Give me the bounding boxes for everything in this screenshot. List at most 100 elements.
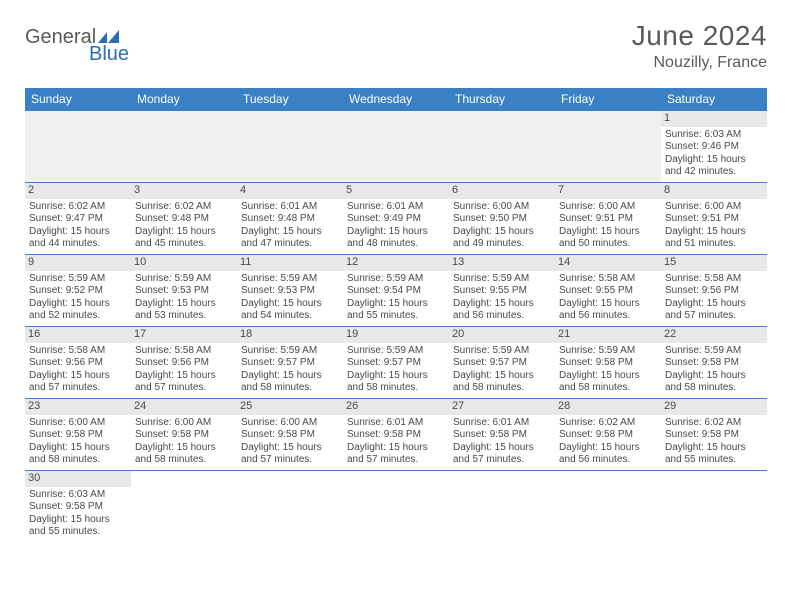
sunset-text: Sunset: 9:55 PM xyxy=(559,285,657,298)
daylight1-text: Daylight: 15 hours xyxy=(665,442,763,455)
calendar-cell: 10Sunrise: 5:59 AMSunset: 9:53 PMDayligh… xyxy=(131,255,237,327)
calendar-cell: 7Sunrise: 6:00 AMSunset: 9:51 PMDaylight… xyxy=(555,183,661,255)
calendar-cell: 4Sunrise: 6:01 AMSunset: 9:48 PMDaylight… xyxy=(237,183,343,255)
sunset-text: Sunset: 9:58 PM xyxy=(241,429,339,442)
sunset-text: Sunset: 9:48 PM xyxy=(135,213,233,226)
sunrise-text: Sunrise: 5:58 AM xyxy=(135,345,233,358)
weekday-header: Saturday xyxy=(661,88,767,111)
daylight1-text: Daylight: 15 hours xyxy=(347,298,445,311)
sunrise-text: Sunrise: 6:01 AM xyxy=(453,417,551,430)
day-number: 27 xyxy=(449,399,555,415)
calendar-cell xyxy=(25,111,131,183)
sunrise-text: Sunrise: 6:00 AM xyxy=(665,201,763,214)
calendar-cell: 30Sunrise: 6:03 AMSunset: 9:58 PMDayligh… xyxy=(25,471,131,543)
calendar-cell: 26Sunrise: 6:01 AMSunset: 9:58 PMDayligh… xyxy=(343,399,449,471)
sunrise-text: Sunrise: 6:03 AM xyxy=(665,129,763,142)
weekday-header: Tuesday xyxy=(237,88,343,111)
day-number: 7 xyxy=(555,183,661,199)
calendar-cell: 5Sunrise: 6:01 AMSunset: 9:49 PMDaylight… xyxy=(343,183,449,255)
day-number: 22 xyxy=(661,327,767,343)
sunset-text: Sunset: 9:57 PM xyxy=(241,357,339,370)
daylight1-text: Daylight: 15 hours xyxy=(559,226,657,239)
sunrise-text: Sunrise: 6:02 AM xyxy=(559,417,657,430)
daylight1-text: Daylight: 15 hours xyxy=(29,226,127,239)
day-number: 6 xyxy=(449,183,555,199)
daylight2-text: and 57 minutes. xyxy=(665,310,763,323)
day-number: 2 xyxy=(25,183,131,199)
daylight2-text: and 56 minutes. xyxy=(453,310,551,323)
calendar-cell xyxy=(661,471,767,543)
daylight1-text: Daylight: 15 hours xyxy=(241,298,339,311)
daylight2-text: and 44 minutes. xyxy=(29,238,127,251)
daylight1-text: Daylight: 15 hours xyxy=(559,442,657,455)
calendar-row: 30Sunrise: 6:03 AMSunset: 9:58 PMDayligh… xyxy=(25,471,767,543)
sunrise-text: Sunrise: 5:58 AM xyxy=(559,273,657,286)
daylight1-text: Daylight: 15 hours xyxy=(453,370,551,383)
daylight1-text: Daylight: 15 hours xyxy=(665,370,763,383)
day-number: 9 xyxy=(25,255,131,271)
day-number: 3 xyxy=(131,183,237,199)
daylight1-text: Daylight: 15 hours xyxy=(135,370,233,383)
daylight2-text: and 50 minutes. xyxy=(559,238,657,251)
daylight2-text: and 53 minutes. xyxy=(135,310,233,323)
day-number: 1 xyxy=(661,111,767,127)
sunrise-text: Sunrise: 6:00 AM xyxy=(241,417,339,430)
calendar-cell xyxy=(555,111,661,183)
calendar-row: 9Sunrise: 5:59 AMSunset: 9:52 PMDaylight… xyxy=(25,255,767,327)
logo-part2: Blue xyxy=(89,43,129,66)
daylight2-text: and 58 minutes. xyxy=(29,454,127,467)
day-number: 26 xyxy=(343,399,449,415)
sunset-text: Sunset: 9:58 PM xyxy=(665,429,763,442)
calendar-cell xyxy=(237,111,343,183)
sunrise-text: Sunrise: 5:59 AM xyxy=(29,273,127,286)
daylight1-text: Daylight: 15 hours xyxy=(665,298,763,311)
daylight1-text: Daylight: 15 hours xyxy=(29,298,127,311)
daylight2-text: and 58 minutes. xyxy=(135,454,233,467)
sunrise-text: Sunrise: 5:59 AM xyxy=(347,273,445,286)
sunset-text: Sunset: 9:58 PM xyxy=(559,429,657,442)
sunset-text: Sunset: 9:56 PM xyxy=(665,285,763,298)
weekday-header-row: Sunday Monday Tuesday Wednesday Thursday… xyxy=(25,88,767,111)
sunset-text: Sunset: 9:58 PM xyxy=(347,429,445,442)
day-number: 25 xyxy=(237,399,343,415)
day-number: 5 xyxy=(343,183,449,199)
weekday-header: Friday xyxy=(555,88,661,111)
sunset-text: Sunset: 9:49 PM xyxy=(347,213,445,226)
daylight2-text: and 57 minutes. xyxy=(241,454,339,467)
calendar-cell: 24Sunrise: 6:00 AMSunset: 9:58 PMDayligh… xyxy=(131,399,237,471)
daylight2-text: and 47 minutes. xyxy=(241,238,339,251)
calendar-cell xyxy=(343,111,449,183)
calendar-cell: 12Sunrise: 5:59 AMSunset: 9:54 PMDayligh… xyxy=(343,255,449,327)
calendar-cell xyxy=(131,111,237,183)
sunrise-text: Sunrise: 5:59 AM xyxy=(241,345,339,358)
calendar-cell: 14Sunrise: 5:58 AMSunset: 9:55 PMDayligh… xyxy=(555,255,661,327)
sunset-text: Sunset: 9:58 PM xyxy=(665,357,763,370)
sunset-text: Sunset: 9:57 PM xyxy=(453,357,551,370)
sunrise-text: Sunrise: 6:01 AM xyxy=(241,201,339,214)
calendar-cell: 23Sunrise: 6:00 AMSunset: 9:58 PMDayligh… xyxy=(25,399,131,471)
calendar-cell: 29Sunrise: 6:02 AMSunset: 9:58 PMDayligh… xyxy=(661,399,767,471)
weekday-header: Sunday xyxy=(25,88,131,111)
daylight1-text: Daylight: 15 hours xyxy=(453,442,551,455)
day-number: 29 xyxy=(661,399,767,415)
weekday-header: Wednesday xyxy=(343,88,449,111)
day-number: 10 xyxy=(131,255,237,271)
calendar-row: 1Sunrise: 6:03 AMSunset: 9:46 PMDaylight… xyxy=(25,111,767,183)
sunset-text: Sunset: 9:48 PM xyxy=(241,213,339,226)
calendar-cell: 6Sunrise: 6:00 AMSunset: 9:50 PMDaylight… xyxy=(449,183,555,255)
daylight1-text: Daylight: 15 hours xyxy=(29,514,127,527)
daylight1-text: Daylight: 15 hours xyxy=(135,442,233,455)
weekday-header: Thursday xyxy=(449,88,555,111)
sunrise-text: Sunrise: 6:03 AM xyxy=(29,489,127,502)
daylight1-text: Daylight: 15 hours xyxy=(347,442,445,455)
calendar-cell: 11Sunrise: 5:59 AMSunset: 9:53 PMDayligh… xyxy=(237,255,343,327)
day-number: 18 xyxy=(237,327,343,343)
day-number: 11 xyxy=(237,255,343,271)
calendar-cell: 3Sunrise: 6:02 AMSunset: 9:48 PMDaylight… xyxy=(131,183,237,255)
daylight2-text: and 54 minutes. xyxy=(241,310,339,323)
sunrise-text: Sunrise: 5:59 AM xyxy=(453,273,551,286)
calendar-cell xyxy=(237,471,343,543)
daylight2-text: and 42 minutes. xyxy=(665,166,763,179)
daylight2-text: and 52 minutes. xyxy=(29,310,127,323)
calendar-cell: 1Sunrise: 6:03 AMSunset: 9:46 PMDaylight… xyxy=(661,111,767,183)
